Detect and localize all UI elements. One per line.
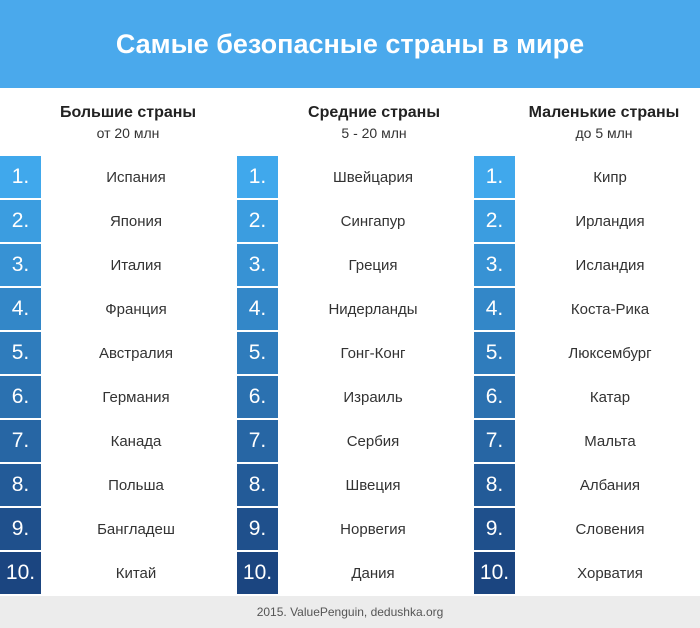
country-name: Греция [348, 256, 398, 274]
header-banner: Самые безопасные страны в мире [0, 0, 700, 88]
rank-number: 3. [0, 244, 41, 286]
rank-number: 4. [237, 288, 278, 330]
country-name: Словения [575, 520, 645, 538]
country-name: Китай [115, 564, 157, 582]
rank-number: 7. [237, 420, 278, 462]
page-title: Самые безопасные страны в мире [115, 28, 585, 59]
country-name: Сербия [346, 432, 400, 450]
table-row: 10. Дания [237, 552, 467, 594]
table-row: 2. Ирландия [474, 200, 700, 242]
country-name: Люксембург [568, 344, 652, 362]
rank-number: 5. [0, 332, 41, 374]
table-row: 3. Греция [237, 244, 467, 286]
country-name: Израиль [343, 388, 403, 406]
table-row: 10. Китай [0, 552, 230, 594]
table-row: 9. Словения [474, 508, 700, 550]
country-name: Албания [579, 476, 641, 494]
rank-number: 4. [0, 288, 41, 330]
country-name: Дания [351, 564, 395, 582]
table-row: 5. Гонг-Конг [237, 332, 467, 374]
rank-number: 1. [474, 156, 515, 198]
rank-number: 10. [237, 552, 278, 594]
rank-number: 6. [237, 376, 278, 418]
footer-source: 2015. ValuePenguin, dedushka.org [0, 596, 700, 628]
table-row: 9. Бангладеш [0, 508, 230, 550]
rank-number: 8. [474, 464, 515, 506]
table-row: 9. Норвегия [237, 508, 467, 550]
country-name: Италия [110, 256, 162, 274]
table-row: 4. Коста-Рика [474, 288, 700, 330]
country-name: Германия [102, 388, 170, 406]
country-name: Швеция [345, 476, 401, 494]
rank-number: 1. [237, 156, 278, 198]
table-row: 1. Швейцария [237, 156, 467, 198]
table-row: 8. Швеция [237, 464, 467, 506]
table-row: 1. Испания [0, 156, 230, 198]
rank-number: 4. [474, 288, 515, 330]
rank-number: 3. [237, 244, 278, 286]
rank-number: 9. [0, 508, 41, 550]
table-row: 7. Канада [0, 420, 230, 462]
country-name: Хорватия [577, 564, 643, 582]
rank-number: 7. [474, 420, 515, 462]
table-row: 2. Япония [0, 200, 230, 242]
rank-number: 5. [237, 332, 278, 374]
country-name: Япония [109, 212, 163, 230]
table-row: 8. Албания [474, 464, 700, 506]
country-name: Испания [106, 168, 166, 186]
column-subtitle: 5 - 20 млн [341, 125, 407, 141]
country-name: Сингапур [340, 212, 406, 230]
column-title: Средние страны [308, 104, 440, 121]
table-row: 7. Мальта [474, 420, 700, 462]
country-name: Франция [105, 300, 167, 318]
rank-number: 8. [237, 464, 278, 506]
table-row: 2. Сингапур [237, 200, 467, 242]
country-name: Кипр [593, 168, 627, 186]
table-row: 7. Сербия [237, 420, 467, 462]
rank-number: 2. [474, 200, 515, 242]
rank-number: 6. [0, 376, 41, 418]
table-row: 10. Хорватия [474, 552, 700, 594]
country-name: Канада [110, 432, 162, 450]
country-name: Нидерланды [328, 300, 418, 318]
country-name: Бангладеш [97, 520, 175, 538]
country-name: Исландия [575, 256, 645, 274]
rank-number: 10. [474, 552, 515, 594]
rank-number: 2. [237, 200, 278, 242]
country-name: Мальта [584, 432, 636, 450]
country-name: Швейцария [332, 168, 414, 186]
country-name: Австралия [98, 344, 174, 362]
column-subtitle: до 5 млн [575, 125, 633, 141]
rank-number: 3. [474, 244, 515, 286]
rank-number: 1. [0, 156, 41, 198]
table-row: 4. Нидерланды [237, 288, 467, 330]
country-name: Катар [589, 388, 631, 406]
rank-number: 9. [237, 508, 278, 550]
country-name: Норвегия [340, 520, 406, 538]
country-name: Ирландия [575, 212, 645, 230]
table-row: 3. Италия [0, 244, 230, 286]
rank-number: 9. [474, 508, 515, 550]
table-row: 3. Исландия [474, 244, 700, 286]
country-name: Польша [108, 476, 164, 494]
rank-number: 8. [0, 464, 41, 506]
rank-number: 2. [0, 200, 41, 242]
column-title: Большие страны [59, 104, 197, 121]
rank-number: 7. [0, 420, 41, 462]
rank-number: 10. [0, 552, 41, 594]
table-row: 6. Германия [0, 376, 230, 418]
rank-number: 5. [474, 332, 515, 374]
table-row: 8. Польша [0, 464, 230, 506]
table-row: 6. Катар [474, 376, 700, 418]
country-name: Коста-Рика [570, 300, 650, 318]
country-name: Гонг-Конг [340, 344, 406, 362]
column-subtitle: от 20 млн [96, 125, 160, 141]
table-row: 4. Франция [0, 288, 230, 330]
table-row: 5. Австралия [0, 332, 230, 374]
column-title: Маленькие страны [528, 104, 680, 121]
table-row: 5. Люксембург [474, 332, 700, 374]
rank-number: 6. [474, 376, 515, 418]
table-row: 6. Израиль [237, 376, 467, 418]
table-row: 1. Кипр [474, 156, 700, 198]
